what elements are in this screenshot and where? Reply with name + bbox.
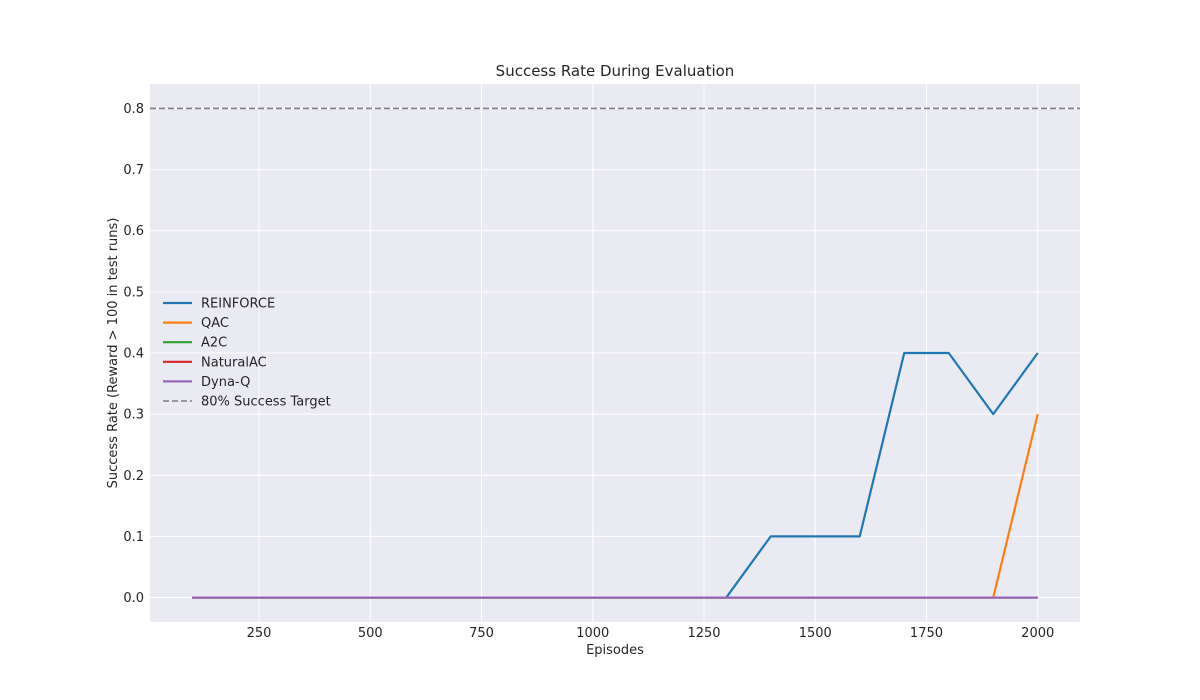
y-tick-label: 0.2 [123,469,144,484]
series-lines [192,351,1039,599]
legend-label-reinforce: REINFORCE [201,297,275,312]
legend-label-80-success-target: 80% Success Target [201,395,331,410]
x-tick-label: 750 [469,626,494,641]
x-axis-ticks: 250 500 750 1000 1250 1500 1750 2000 [247,626,1055,641]
x-tick-label: 1750 [910,626,943,641]
y-tick-label: 0.3 [123,408,144,423]
y-tick-label: 0.8 [123,102,144,117]
x-tick-label: 2000 [1021,626,1054,641]
y-axis-ticks: 0.0 0.1 0.2 0.3 0.4 0.5 0.6 0.7 0.8 [123,102,144,606]
x-tick-label: 250 [247,626,272,641]
y-tick-label: 0.1 [123,530,144,545]
legend-label-qac: QAC [201,316,229,331]
y-tick-label: 0.4 [123,347,144,362]
y-axis-label: Success Rate (Reward > 100 in test runs) [106,218,121,489]
y-tick-label: 0.0 [123,591,144,606]
y-tick-label: 0.6 [123,224,144,239]
x-tick-label: 1000 [576,626,609,641]
x-tick-label: 1250 [687,626,720,641]
legend: REINFORCE QAC A2C NaturalAC Dyna-Q 80% Succes… [163,297,331,410]
chart-title: Success Rate During Evaluation [496,62,735,80]
y-tick-label: 0.7 [123,163,144,178]
legend-label-dyna-q: Dyna-Q [201,375,250,390]
x-tick-label: 500 [358,626,383,641]
legend-label-naturalac: NaturalAC [201,355,267,370]
legend-label-a2c: A2C [201,336,227,351]
x-axis-label: Episodes [586,643,644,658]
x-tick-label: 1500 [799,626,832,641]
y-tick-label: 0.5 [123,285,144,300]
